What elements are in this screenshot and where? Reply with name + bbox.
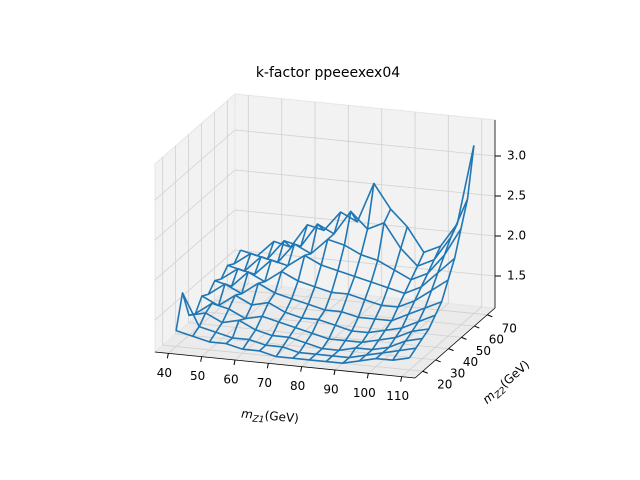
z-tick-label: 2.0 <box>507 229 526 243</box>
x-tick <box>266 363 269 369</box>
x-tick-label: 70 <box>257 376 272 390</box>
grid-line <box>401 306 482 378</box>
y-tick <box>422 370 428 374</box>
x-tick <box>200 356 203 362</box>
x-tick <box>400 376 403 382</box>
grid-line <box>234 129 496 157</box>
wire-column <box>308 183 375 361</box>
x-tick <box>166 353 169 359</box>
grid-line <box>234 249 496 277</box>
grid-line <box>154 209 236 281</box>
x-tick-label: 110 <box>386 389 409 403</box>
z-tick-label: 3.0 <box>507 149 526 163</box>
x-axis-label: mZ1(GeV) <box>240 406 299 428</box>
wire-column <box>375 245 442 360</box>
x-tick-label: 40 <box>157 366 172 380</box>
y-tick-label: 50 <box>476 344 491 358</box>
wire-column <box>292 210 358 359</box>
grid-line <box>227 288 488 316</box>
wire-column <box>275 211 342 358</box>
wire-column <box>225 240 292 345</box>
x-tick-label: 60 <box>223 373 238 387</box>
x-tick <box>300 366 303 372</box>
x-tick-label: 90 <box>323 383 338 397</box>
wire-column <box>358 252 425 362</box>
grid-line <box>234 169 496 197</box>
y-tick <box>474 325 480 329</box>
y-tick <box>461 336 467 340</box>
wire-column <box>175 249 242 331</box>
x-tick-label: 50 <box>190 369 205 383</box>
x-tick <box>333 369 336 376</box>
grid <box>154 95 496 378</box>
wire-column <box>325 208 392 363</box>
grid-line <box>154 169 236 241</box>
wire-column <box>192 252 258 337</box>
wire-column <box>242 224 309 350</box>
x-tick <box>233 359 236 366</box>
grid-line <box>268 292 349 364</box>
grid-line <box>175 333 436 361</box>
wire-column <box>258 223 325 352</box>
labels: 40 50 60 70 80 90 100 1102030405060701.52.02.53… <box>154 120 526 403</box>
wire-column <box>342 226 409 364</box>
z-tick-label: 1.5 <box>507 269 526 283</box>
wireframe <box>175 145 475 365</box>
y-axis-line <box>414 307 496 379</box>
y-tick <box>487 314 493 318</box>
wire-column <box>408 145 475 359</box>
wire-column <box>208 241 275 343</box>
y-tick-label: 20 <box>437 378 452 392</box>
y-tick-label: 30 <box>450 366 465 380</box>
x-tick-label: 100 <box>353 386 376 400</box>
z-tick-label: 2.5 <box>507 189 526 203</box>
y-tick <box>435 359 441 363</box>
x-label-subscript: Z1 <box>251 414 265 425</box>
x-tick-label: 80 <box>290 379 305 393</box>
grid-line <box>154 249 236 321</box>
y-tick-label: 70 <box>502 321 517 335</box>
wire-column <box>392 223 459 361</box>
grid-line <box>154 129 236 201</box>
panes <box>153 92 497 379</box>
y-tick-label: 60 <box>489 333 504 347</box>
x-label-symbol: m <box>241 406 254 421</box>
y-tick-label: 40 <box>463 355 478 369</box>
x-label-unit: (GeV) <box>264 408 299 425</box>
y-tick <box>448 348 454 352</box>
chart-title: k-factor ppeeexex04 <box>256 65 400 81</box>
x-tick <box>366 373 369 379</box>
x-axis-line <box>154 351 416 379</box>
